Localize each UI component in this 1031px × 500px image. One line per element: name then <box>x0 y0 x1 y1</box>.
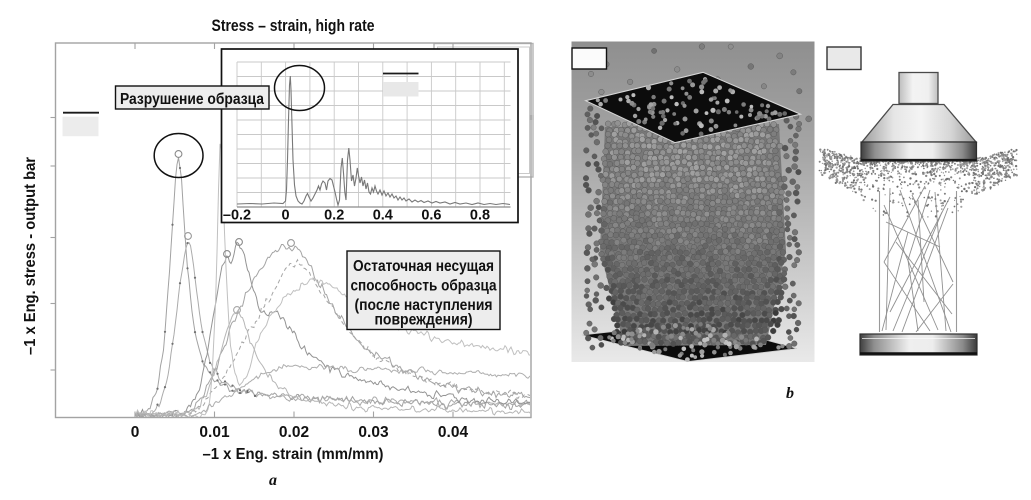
svg-text:(после наступления: (после наступления <box>355 297 493 314</box>
svg-text:способность образца: способность образца <box>351 278 497 295</box>
svg-text:0.02: 0.02 <box>279 424 309 441</box>
svg-text:0.4: 0.4 <box>373 208 393 224</box>
svg-text:0.8: 0.8 <box>470 208 490 224</box>
svg-text:a: a <box>269 472 277 489</box>
svg-text:–1 x Eng. strain (mm/mm): –1 x Eng. strain (mm/mm) <box>203 446 384 463</box>
svg-text:Остаточная несущая: Остаточная несущая <box>353 258 494 275</box>
svg-text:Stress – strain, high rate: Stress – strain, high rate <box>212 17 375 35</box>
svg-text:0.2: 0.2 <box>324 208 344 224</box>
svg-text:0.6: 0.6 <box>421 208 441 224</box>
svg-text:0: 0 <box>131 424 140 441</box>
svg-text:Разрушение образца: Разрушение образца <box>120 91 264 108</box>
svg-text:0: 0 <box>282 208 290 224</box>
svg-text:b: b <box>786 385 794 402</box>
svg-text:0.01: 0.01 <box>199 424 230 441</box>
svg-text:–1 x Eng. stress - output bar: –1 x Eng. stress - output bar <box>22 157 39 355</box>
svg-text:повреждения): повреждения) <box>375 312 473 329</box>
svg-text:–0.2: –0.2 <box>223 208 251 224</box>
svg-text:0.04: 0.04 <box>438 424 469 441</box>
svg-text:0.03: 0.03 <box>358 424 389 441</box>
